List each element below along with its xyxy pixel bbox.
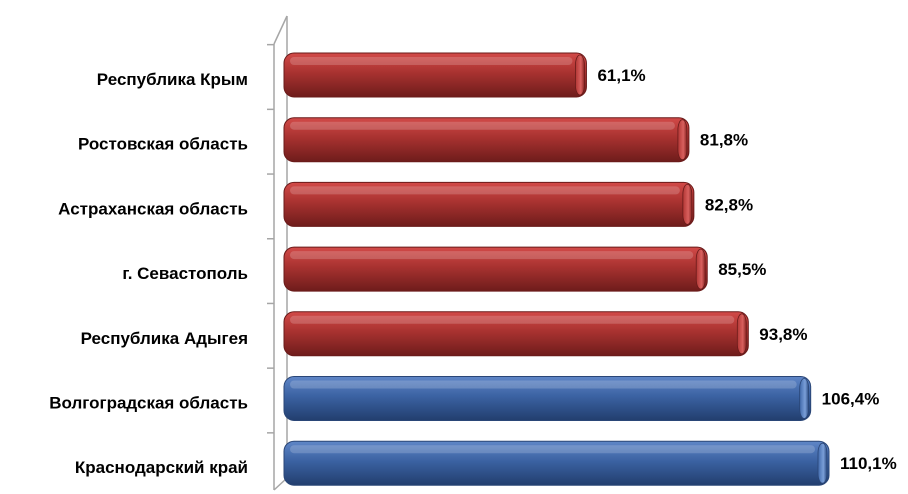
bar-body [283,181,695,227]
bar-highlight [290,315,735,324]
bar-highlight [290,186,680,195]
category-label: Волгоградская область [49,394,248,413]
value-label: 93,8% [759,325,807,344]
bar-cap [799,378,810,419]
bar-7 [283,440,830,486]
value-label: 106,4% [822,390,880,409]
bar-body [283,376,812,421]
bar-2 [283,117,690,163]
bar-body [283,440,830,486]
bar-highlight [290,57,573,65]
bar-cap [682,183,693,225]
bar-cap [677,119,688,161]
bar-body [283,117,690,163]
bar-1 [283,52,587,98]
bar-cap [817,442,828,484]
bar-highlight [290,121,675,130]
category-label: Республика Крым [97,70,248,89]
bar-highlight [290,445,815,454]
category-label: Астраханская область [58,199,248,218]
bar-highlight [290,380,797,389]
category-label: Ростовская область [78,135,248,154]
bar-5 [283,311,749,357]
y-axis-top-edge [273,15,288,45]
bar-4 [283,246,708,292]
bar-body [283,52,587,98]
labels-layer: Республика Крым 61,1% Ростовская область 81… [49,66,897,477]
bar-cap [736,313,747,355]
value-label: 85,5% [718,260,766,279]
category-label: г. Севастополь [122,264,248,283]
bar-body [283,311,749,357]
category-label: Краснодарский край [75,458,248,477]
value-label: 110,1% [840,454,897,473]
category-label: Республика Адыгея [81,329,248,348]
bar-cap [575,54,585,96]
bars-layer [283,52,830,486]
value-label: 61,1% [597,66,645,85]
bar-body [283,246,708,292]
bar-6 [283,376,812,421]
bar-cap [695,248,706,290]
bar-highlight [290,251,694,260]
value-label: 81,8% [700,131,748,150]
bar-3 [283,181,695,227]
value-label: 82,8% [705,195,753,214]
